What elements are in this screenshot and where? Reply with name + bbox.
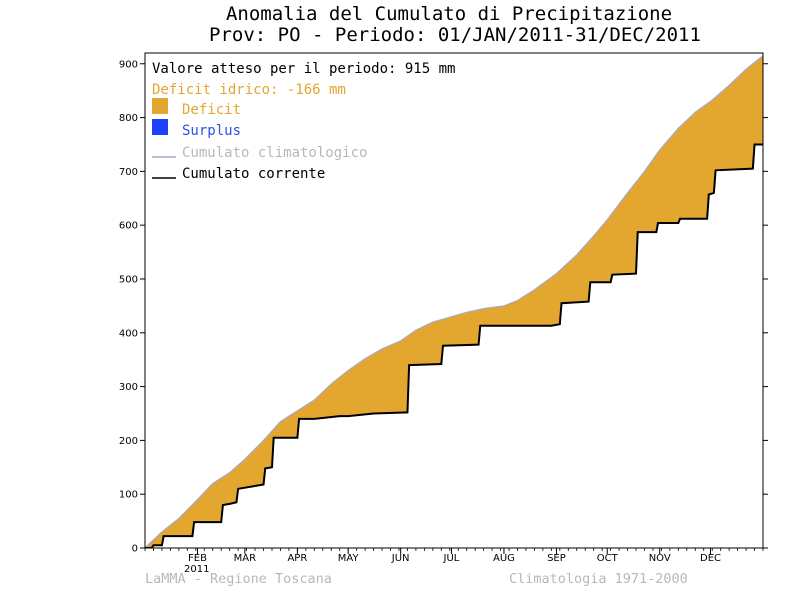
y-axis: 0 100 200 300 400 500 600 700 800 900 — [119, 59, 768, 555]
y-tick-label: 800 — [119, 113, 138, 124]
x-tick-label: JUN — [391, 553, 410, 564]
y-tick-label: 700 — [119, 167, 138, 178]
y-tick-label: 400 — [119, 328, 138, 339]
y-tick-label: 100 — [119, 490, 138, 501]
y-tick-label: 0 — [132, 544, 138, 555]
x-tick-label: JUL — [443, 553, 460, 564]
legend-current-label: Cumulato corrente — [182, 166, 325, 182]
x-tick-label: SEP — [547, 553, 566, 564]
x-tick-label: FEB — [188, 553, 207, 564]
y-tick-label: 200 — [119, 436, 138, 447]
legend-deficit-idrico: Deficit idrico: -166 mm — [152, 82, 346, 98]
x-tick-label: MAR — [234, 553, 256, 564]
climatological-line — [145, 55, 763, 548]
x-tick-label: DEC — [700, 553, 721, 564]
legend-climatological-label: Cumulato climatologico — [182, 145, 367, 161]
x-tick-label: OCT — [597, 553, 619, 564]
y-tick-label: 500 — [119, 274, 138, 285]
legend-surplus-label: Surplus — [182, 123, 241, 139]
chart-subtitle: Prov: PO - Periodo: 01/JAN/2011-31/DEC/2… — [209, 24, 701, 46]
legend: Valore atteso per il periodo: 915 mm Def… — [152, 61, 455, 182]
legend-deficit-swatch — [152, 98, 168, 114]
legend-deficit-label: Deficit — [182, 102, 241, 118]
y-tick-label: 300 — [119, 382, 138, 393]
deficit-area — [145, 55, 763, 548]
footer-right: Climatologia 1971-2000 — [509, 571, 688, 587]
x-tick-label: NOV — [649, 553, 671, 564]
footer-left: LaMMA - Regione Toscana — [145, 571, 332, 587]
chart-title: Anomalia del Cumulato di Precipitazione — [226, 3, 672, 25]
x-tick-label: APR — [287, 553, 307, 564]
x-axis: FEB MAR APR MAY JUN JUL AUG SEP OCT NOV DEC — [144, 548, 764, 564]
year-label: 2011 — [184, 564, 209, 575]
legend-surplus-swatch — [152, 119, 168, 135]
x-tick-label: AUG — [493, 553, 515, 564]
y-tick-label: 900 — [119, 59, 138, 70]
current-line — [145, 143, 763, 548]
plot-frame — [144, 52, 764, 549]
y-tick-label: 600 — [119, 221, 138, 232]
legend-expected-value: Valore atteso per il periodo: 915 mm — [152, 61, 455, 77]
anomaly-areas — [145, 55, 763, 548]
x-tick-label: MAY — [338, 553, 360, 564]
series-lines — [145, 55, 763, 548]
